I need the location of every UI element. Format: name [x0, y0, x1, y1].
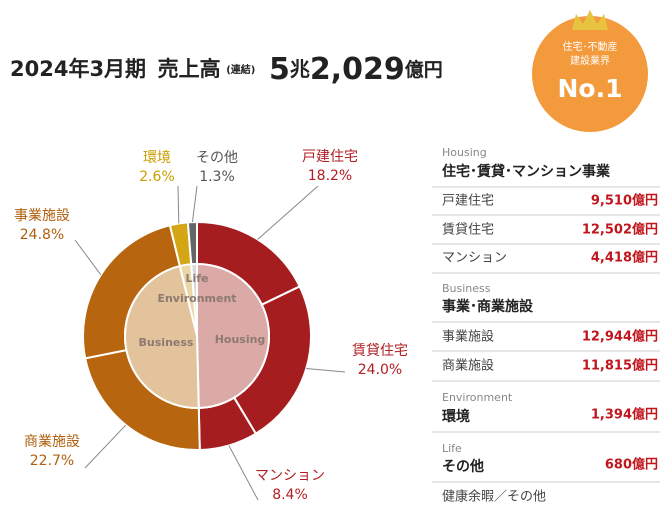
row-amount: 9,510億円 [591, 193, 658, 209]
row-name: 商業施設 [442, 358, 494, 374]
row-name: 戸建住宅 [442, 194, 494, 209]
inner-label: Life [185, 272, 208, 285]
section-title: 事業･商業施設 [442, 298, 534, 315]
inner-label: Housing [215, 333, 266, 346]
leader-line [306, 368, 346, 373]
inner-label: Environment [157, 292, 236, 305]
row-name: 賃貸住宅 [442, 222, 494, 238]
row-amount: 12,944億円 [582, 329, 658, 345]
row-amount: 680億円 [605, 457, 658, 473]
badge [532, 16, 648, 132]
section-label: Housing [442, 146, 487, 159]
headline: 2024年3月期 売上高 (連結) 5兆2,029億円 [10, 52, 443, 87]
badge-line: 建設業界 [570, 54, 610, 67]
row-name: 事業施設 [442, 329, 494, 345]
section-note: 健康余暇／その他 [442, 489, 546, 505]
value-label: 2.6% [139, 169, 175, 185]
row-amount: 4,418億円 [591, 250, 658, 266]
consolidated-note: (連結) [226, 63, 255, 76]
leader-line [191, 185, 198, 223]
segment [190, 262, 198, 337]
section-label: Life [442, 442, 462, 455]
category-label: 商業施設 [24, 434, 80, 450]
leader-line [84, 424, 127, 469]
legend-table: Housing 住宅･賃貸･マンション事業 戸建住宅 9,510億円 賃貸住宅 … [432, 146, 660, 505]
value-label: 24.8% [20, 227, 64, 243]
section-title: 住宅･賃貸･マンション事業 [442, 163, 611, 180]
leader-line [177, 185, 180, 224]
value-label: 18.2% [308, 168, 352, 184]
row-amount: 1,394億円 [591, 407, 658, 423]
value-label: 22.7% [30, 453, 74, 469]
category-label: マンション [255, 468, 325, 484]
badge-line: 住宅･不動産 [563, 40, 618, 53]
leader-line [257, 185, 319, 240]
category-label: 事業施設 [14, 208, 70, 224]
section-title: その他 [442, 458, 484, 475]
section-title: 環境 [442, 408, 470, 425]
segment [124, 264, 200, 409]
category-label: 戸建住宅 [302, 149, 358, 165]
badge-rank: No.1 [558, 74, 623, 103]
segment [196, 262, 270, 410]
row-name: マンション [442, 251, 507, 266]
amount-part: 兆 [290, 57, 310, 81]
amount-part: 2,029 [310, 52, 405, 87]
inner-label: Business [139, 336, 194, 349]
category-label: 環境 [143, 150, 171, 166]
period: 2024年3月期 [10, 57, 146, 81]
section-label: Environment [442, 391, 513, 404]
value-label: 1.3% [199, 169, 235, 185]
amount-part: 5 [269, 52, 290, 87]
amount-part: 億円 [405, 58, 443, 81]
crown [572, 10, 608, 30]
row-amount: 12,502億円 [582, 222, 658, 238]
section-label: Business [442, 282, 491, 295]
sales-label: 売上高 [158, 57, 221, 81]
category-label: その他 [196, 150, 238, 166]
value-label: 24.0% [358, 362, 402, 378]
value-label: 8.4% [272, 487, 308, 503]
leader-line [74, 239, 102, 276]
category-label: 賃貸住宅 [352, 343, 408, 359]
leader-line [228, 445, 259, 501]
row-amount: 11,815億円 [582, 358, 658, 374]
